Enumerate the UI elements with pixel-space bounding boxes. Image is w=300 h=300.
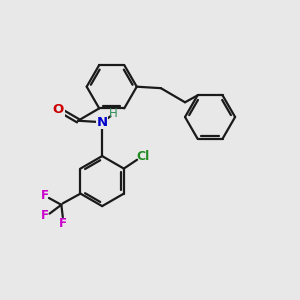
Text: O: O: [53, 103, 64, 116]
Text: F: F: [40, 189, 49, 202]
Text: H: H: [109, 107, 118, 120]
Text: N: N: [97, 116, 108, 129]
Text: F: F: [59, 217, 67, 230]
Text: Cl: Cl: [136, 150, 150, 163]
Text: F: F: [41, 209, 49, 223]
